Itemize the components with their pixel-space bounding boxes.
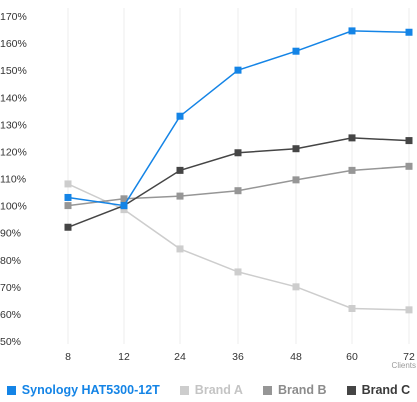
legend-swatch (6, 385, 16, 395)
y-tick-label: 100% (0, 201, 27, 213)
data-point-brand-a-72 (405, 306, 413, 314)
data-point-brand-c-8 (64, 223, 72, 231)
data-point-brand-c-60 (348, 134, 356, 142)
data-point-brand-a-60 (348, 305, 356, 312)
data-point-brand-b-12 (120, 195, 128, 203)
x-axis-label: Clients (392, 361, 416, 370)
y-tick-label: 170% (0, 11, 27, 23)
series-brand-b (64, 162, 413, 210)
y-tick-label: 150% (0, 65, 27, 77)
data-point-synology-hat5300-12t-12 (120, 202, 128, 210)
y-axis: 50% 60% 70% 80% 90% 100% 110% 120% 130% 140% 150% 1… (0, 11, 27, 348)
data-point-brand-c-24 (176, 166, 184, 174)
data-point-synology-hat5300-12t-24 (176, 112, 184, 120)
x-tick-label: 12 (118, 351, 130, 363)
data-point-brand-b-24 (176, 192, 184, 200)
legend-label: Brand C (361, 383, 411, 397)
y-tick-label: 140% (0, 92, 27, 104)
y-tick-label: 130% (0, 119, 27, 131)
x-tick-label: 60 (346, 351, 358, 363)
legend-item: Brand C (346, 383, 411, 397)
legend: Synology HAT5300-12T Brand A Brand B Brand … (0, 383, 417, 397)
data-point-synology-hat5300-12t-36 (234, 66, 242, 74)
y-tick-label: 70% (0, 282, 21, 294)
x-tick-label: 36 (232, 351, 244, 363)
data-point-brand-a-24 (176, 245, 184, 253)
y-tick-label: 90% (0, 228, 21, 240)
y-tick-label: 50% (0, 336, 21, 348)
data-point-synology-hat5300-12t-8 (64, 193, 72, 201)
x-axis: 8 12 24 36 48 60 72 (65, 351, 415, 363)
y-tick-label: 110% (0, 174, 26, 186)
data-point-brand-b-72 (405, 162, 413, 170)
data-point-synology-hat5300-12t-72 (405, 28, 413, 36)
legend-label: Synology HAT5300-12T (21, 383, 160, 397)
data-point-brand-a-48 (292, 283, 300, 291)
data-point-brand-c-72 (405, 137, 413, 145)
legend-item: Brand A (179, 383, 243, 397)
y-tick-label: 80% (0, 255, 21, 267)
y-tick-label: 60% (0, 309, 21, 321)
data-point-brand-b-36 (234, 187, 242, 195)
legend-label: Brand B (277, 383, 327, 397)
legend-swatch (262, 385, 272, 395)
legend-item: Synology HAT5300-12T (6, 383, 160, 397)
data-point-brand-a-12 (120, 206, 128, 214)
legend-label: Brand A (194, 383, 243, 397)
grid-lines (67, 8, 410, 344)
legend-swatch (346, 385, 356, 395)
line-chart: 50% 60% 70% 80% 90% 100% 110% 120% 130% 140% 150% 1… (0, 8, 416, 370)
series-brand-a (64, 180, 413, 314)
series-group (64, 27, 413, 314)
legend-swatch (179, 385, 189, 395)
legend-item: Brand B (262, 383, 327, 397)
x-tick-label: 72 (403, 351, 415, 363)
y-tick-label: 120% (0, 146, 27, 158)
x-tick-label: 48 (290, 351, 302, 363)
data-point-synology-hat5300-12t-60 (348, 27, 356, 35)
data-point-brand-b-48 (292, 176, 300, 184)
x-tick-label: 8 (65, 351, 71, 363)
data-point-brand-c-48 (292, 145, 300, 153)
data-point-brand-b-8 (64, 202, 72, 210)
data-point-brand-a-8 (64, 180, 72, 188)
data-point-synology-hat5300-12t-48 (292, 47, 300, 55)
series-synology-hat5300-12t (64, 27, 413, 210)
data-point-brand-a-36 (234, 268, 242, 276)
y-tick-label: 160% (0, 38, 27, 50)
data-point-brand-c-36 (234, 149, 242, 157)
data-point-brand-b-60 (348, 166, 356, 174)
x-tick-label: 24 (174, 351, 186, 363)
